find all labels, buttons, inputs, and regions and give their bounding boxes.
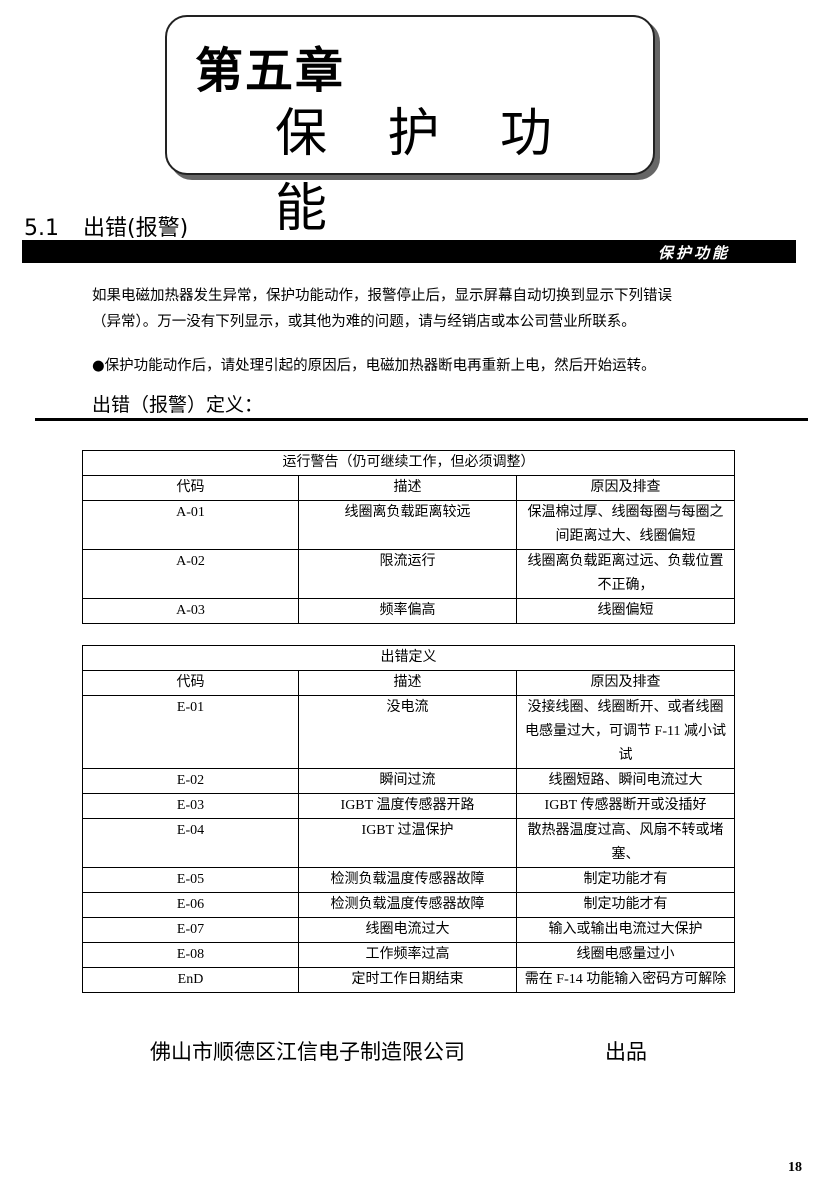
code-cell: E-07 (82, 917, 299, 943)
code-cell: A-03 (82, 598, 299, 624)
column-header: 原因及排查 (516, 475, 735, 501)
intro-line-1: 如果电磁加热器发生异常，保护功能动作，报警停止后，显示屏幕自动切换到显示下列错误 (92, 288, 672, 304)
column-header: 代码 (82, 475, 299, 501)
chapter-title: 保 护 功 能 (275, 104, 575, 239)
error-table: 出错定义 代码 描述 原因及排查 E-01 没电流 没接线圈、线圈断开、或者线圈电感量过大，… (81, 645, 736, 993)
cause-cell: 线圈电感量过小 (515, 942, 736, 968)
column-header: 原因及排查 (515, 670, 736, 696)
cause-cell: 制定功能才有 (515, 867, 736, 893)
section-banner: 保护功能 (22, 240, 796, 263)
table-row: A-01 线圈离负载距离较远 保温棉过厚、线圈每圈与每圈之间距离过大、线圈偏短 (82, 500, 735, 550)
code-cell: E-03 (82, 793, 299, 819)
cause-cell: 线圈偏短 (516, 598, 735, 624)
table-row: E-04 IGBT 过温保护 散热器温度过高、风扇不转或堵塞、 (82, 818, 736, 868)
section-title: 出错(报警) (83, 216, 189, 241)
description-cell: 限流运行 (298, 549, 517, 599)
table-row: E-08 工作频率过高 线圈电感量过小 (82, 942, 736, 968)
code-cell: E-01 (82, 695, 299, 769)
code-cell: A-01 (82, 500, 299, 550)
footer: 佛山市顺德区江信电子制造限公司 出品 (150, 1036, 647, 1066)
table-row: A-03 频率偏高 线圈偏短 (82, 598, 735, 624)
table-title: 运行警告（仍可继续工作，但必须调整） (82, 450, 735, 476)
table-row: EnD 定时工作日期结束 需在 F-14 功能输入密码方可解除 (82, 967, 736, 993)
code-cell: EnD (82, 967, 299, 993)
table-row: A-02 限流运行 线圈离负载距离过远、负载位置不正确， (82, 549, 735, 599)
table-title-row: 运行警告（仍可继续工作，但必须调整） (82, 450, 735, 476)
table-row: E-06 检测负载温度传感器故障 制定功能才有 (82, 892, 736, 918)
code-cell: E-05 (82, 867, 299, 893)
table-row: E-05 检测负载温度传感器故障 制定功能才有 (82, 867, 736, 893)
description-cell: 没电流 (298, 695, 517, 769)
column-header: 代码 (82, 670, 299, 696)
description-cell: 检测负载温度传感器故障 (298, 892, 517, 918)
code-cell: E-02 (82, 768, 299, 794)
table-row: E-01 没电流 没接线圈、线圈断开、或者线圈电感量过大，可调节 F-11 减小试试 (82, 695, 736, 769)
chapter-number: 第五章 (195, 43, 346, 99)
description-cell: 检测负载温度传感器故障 (298, 867, 517, 893)
table-title: 出错定义 (81, 645, 736, 671)
divider (35, 418, 808, 421)
section-number: 5.1 (24, 216, 59, 241)
description-cell: 频率偏高 (298, 598, 517, 624)
cause-cell: 输入或输出电流过大保护 (515, 917, 736, 943)
cause-cell: 散热器温度过高、风扇不转或堵塞、 (515, 818, 736, 868)
bullet-note: ●保护功能动作后，请处理引起的原因后，电磁加热器断电再重新上电，然后开始运转。 (92, 358, 656, 374)
cause-cell: 线圈离负载距离过远、负载位置不正确， (516, 549, 735, 599)
table-row: E-03 IGBT 温度传感器开路 IGBT 传感器断开或没插好 (82, 793, 736, 819)
code-cell: E-06 (82, 892, 299, 918)
definition-heading: 出错（报警）定义： (92, 394, 264, 416)
produced-by: 出品 (605, 1040, 647, 1064)
table-row: E-02 瞬间过流 线圈短路、瞬间电流过大 (82, 768, 736, 794)
description-cell: 定时工作日期结束 (298, 967, 517, 993)
description-cell: 工作频率过高 (298, 942, 517, 968)
section-heading: 5.1 出错(报警) (24, 210, 188, 242)
description-cell: IGBT 过温保护 (298, 818, 517, 868)
column-header: 描述 (298, 670, 517, 696)
table-row: E-07 线圈电流过大 输入或输出电流过大保护 (82, 917, 736, 943)
cause-cell: IGBT 传感器断开或没插好 (515, 793, 736, 819)
description-cell: IGBT 温度传感器开路 (298, 793, 517, 819)
table-header-row: 代码 描述 原因及排查 (82, 475, 735, 501)
page-number: 18 (788, 1160, 802, 1175)
cause-cell: 保温棉过厚、线圈每圈与每圈之间距离过大、线圈偏短 (516, 500, 735, 550)
company-name: 佛山市顺德区江信电子制造限公司 (150, 1040, 465, 1064)
table-header-row: 代码 描述 原因及排查 (82, 670, 736, 696)
column-header: 描述 (298, 475, 517, 501)
chapter-title-box: 第五章 保 护 功 能 (165, 15, 655, 239)
description-cell: 线圈离负载距离较远 (298, 500, 517, 550)
code-cell: E-08 (82, 942, 299, 968)
cause-cell: 需在 F-14 功能输入密码方可解除 (515, 967, 736, 993)
cause-cell: 制定功能才有 (515, 892, 736, 918)
description-cell: 线圈电流过大 (298, 917, 517, 943)
warning-table: 运行警告（仍可继续工作，但必须调整） 代码 描述 原因及排查 A-01 线圈离负载距离较远… (82, 450, 735, 624)
table-title-row: 出错定义 (81, 645, 736, 671)
code-cell: A-02 (82, 549, 299, 599)
description-cell: 瞬间过流 (298, 768, 517, 794)
cause-cell: 没接线圈、线圈断开、或者线圈电感量过大，可调节 F-11 减小试试 (515, 695, 736, 769)
code-cell: E-04 (82, 818, 299, 868)
cause-cell: 线圈短路、瞬间电流过大 (515, 768, 736, 794)
section-banner-label: 保护功能 (657, 244, 730, 262)
intro-line-2: （异常）。万一没有下列显示，或其他为难的问题，请与经销店或本公司营业所联系。 (92, 314, 636, 330)
